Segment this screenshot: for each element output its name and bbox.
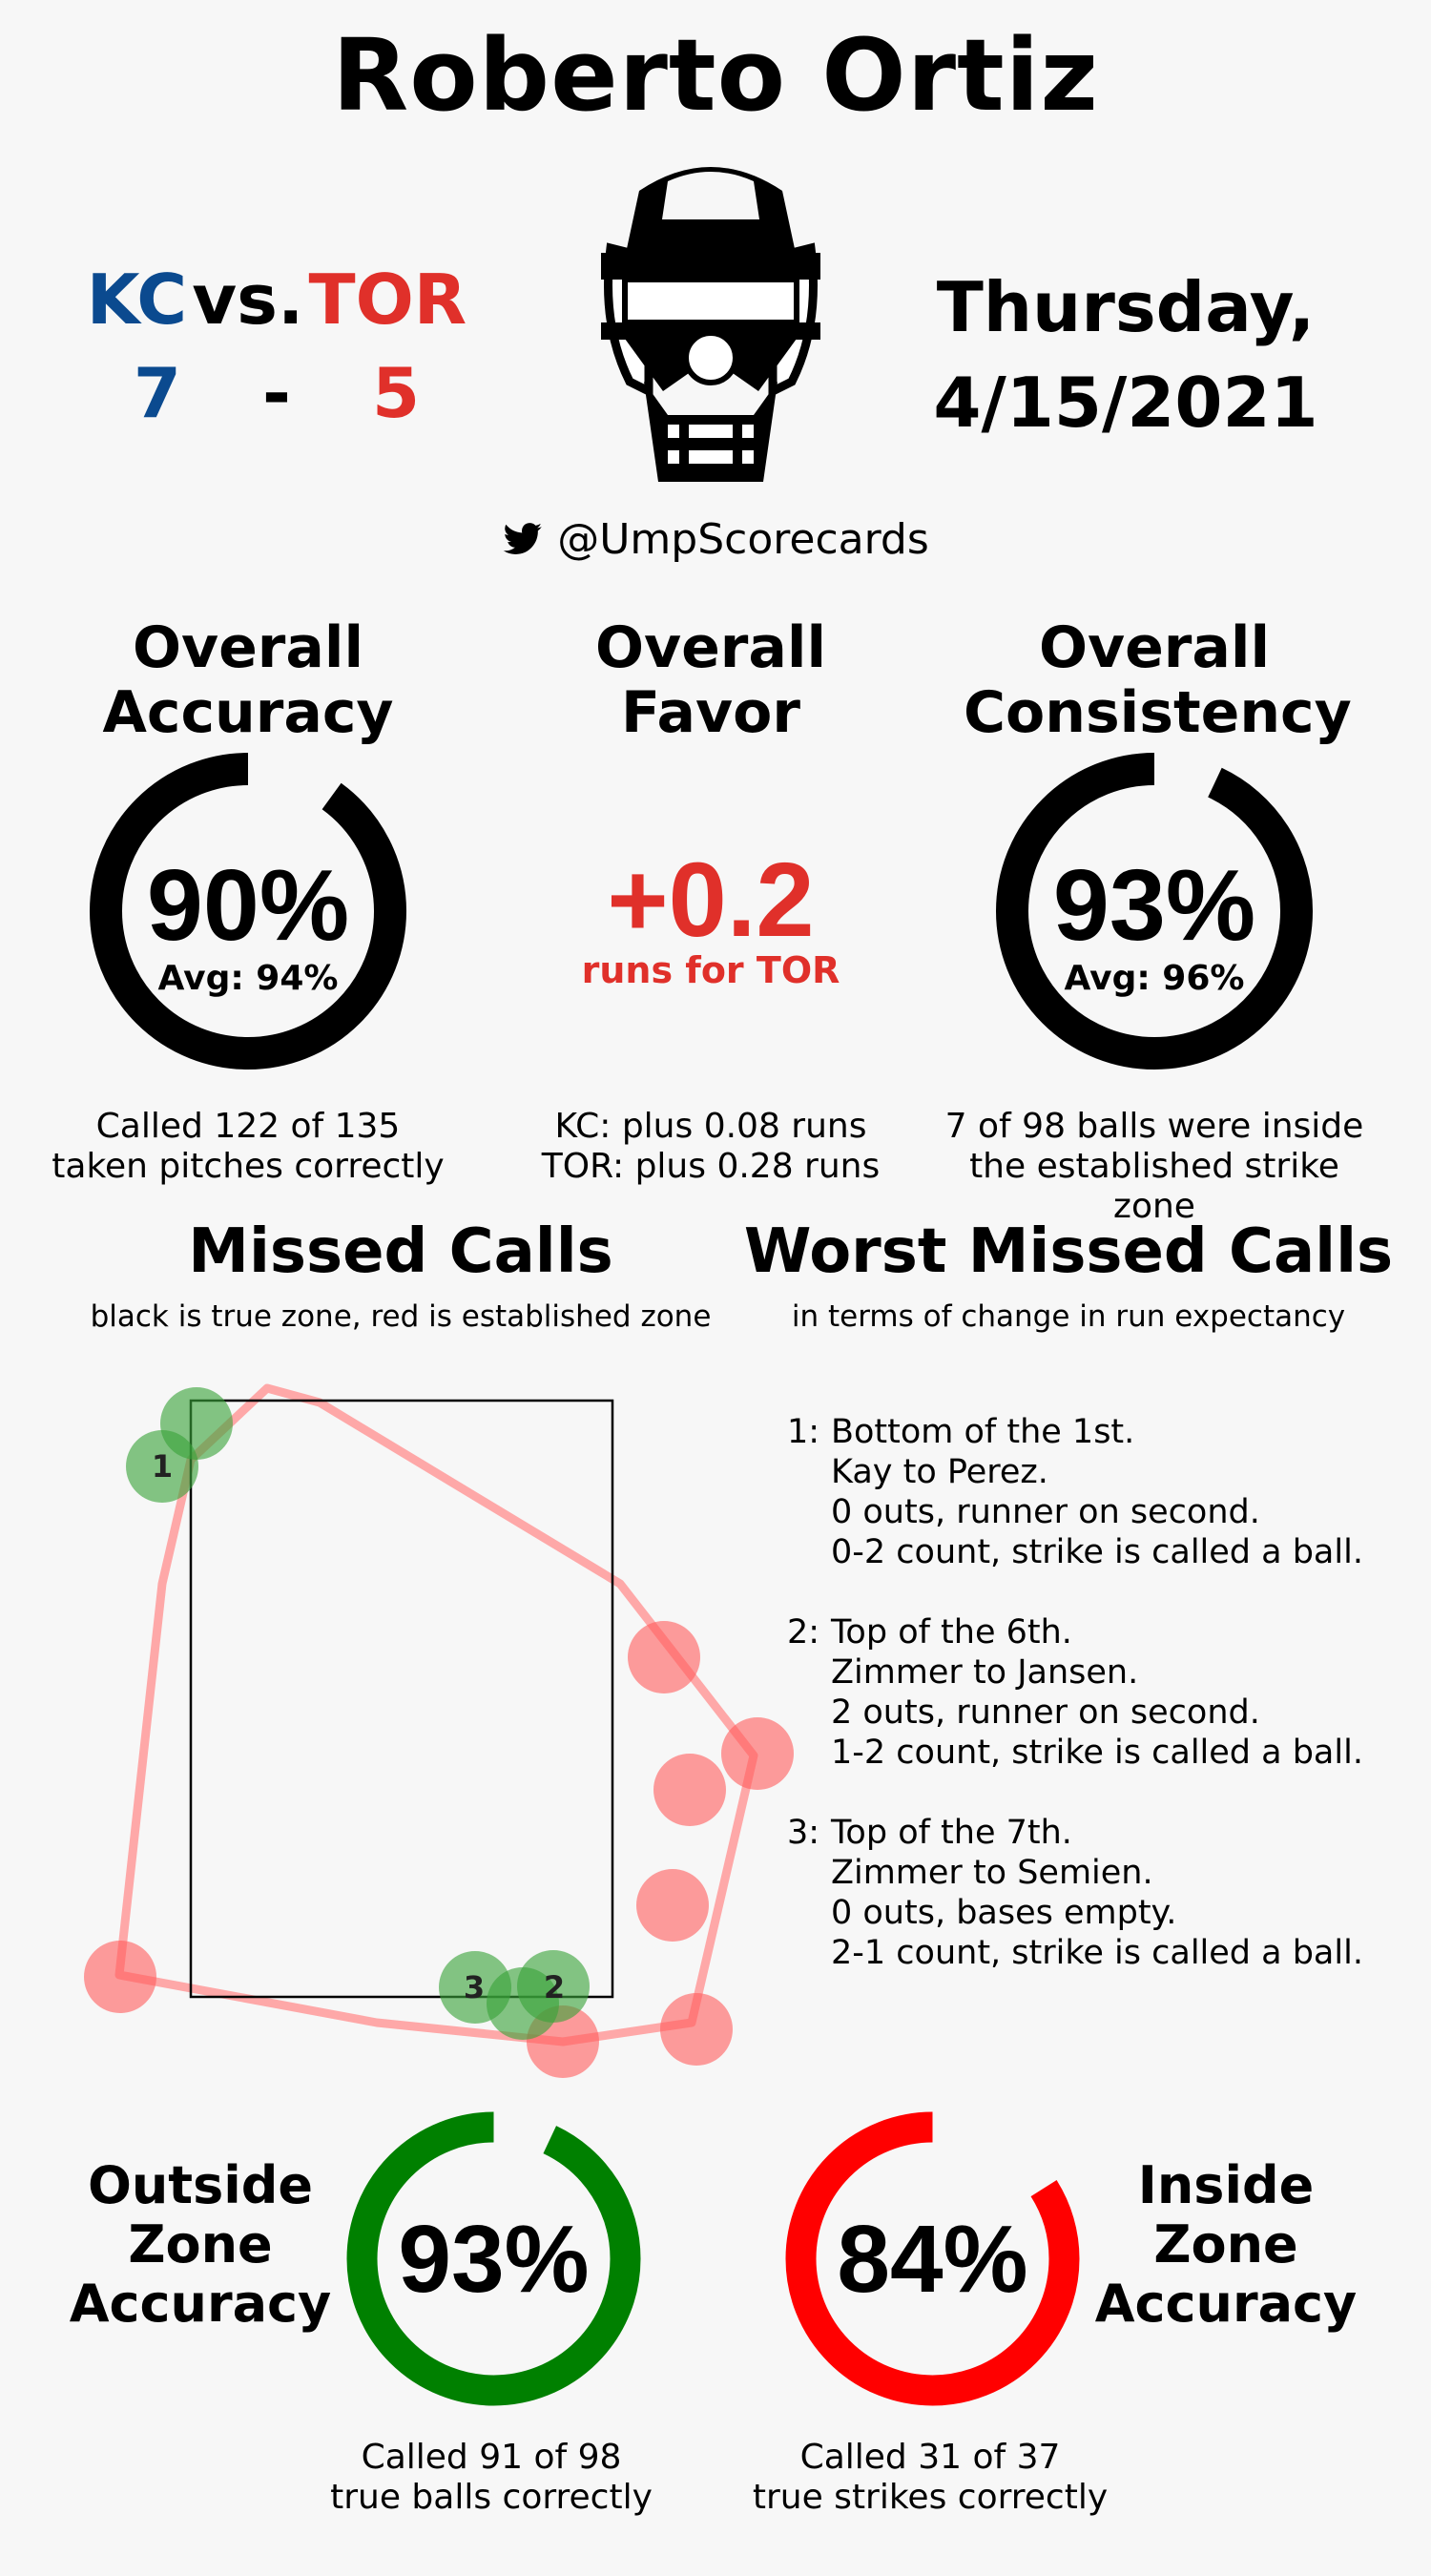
item-number: 2: <box>787 1613 820 1652</box>
worst-missed-list: 1: Bottom of the 1st. Kay to Perez. 0 out… <box>787 1412 1417 2013</box>
worst-missed-item-3: 3: Top of the 7th. Zimmer to Semien. 0 ou… <box>787 1813 1417 1973</box>
inside-zone-caption-line2: true strikes correctly <box>752 2478 1109 2517</box>
item-line: 2 outs, runner on second. <box>831 1693 1260 1732</box>
worst-missed-title: Worst Missed Calls <box>743 1216 1394 1287</box>
inside-zone-title: Inside Zone Accuracy <box>1083 2156 1369 2334</box>
missed-calls-title: Missed Calls <box>188 1216 613 1287</box>
score-dash: - <box>262 353 291 433</box>
home-team: KC <box>86 260 188 340</box>
outside-zone-title: Outside Zone Accuracy <box>57 2156 343 2334</box>
missed-call-marker <box>653 1754 726 1826</box>
favor-value: +0.2 <box>607 841 815 959</box>
handle-text: @UmpScorecards <box>557 515 929 564</box>
item-line: Zimmer to Jansen. <box>831 1653 1139 1692</box>
away-score: 5 <box>372 353 421 433</box>
item-line: 0-2 count, strike is called a ball. <box>831 1533 1363 1571</box>
accuracy-value: 90% <box>147 849 349 962</box>
consistency-avg: Avg: 96% <box>1065 959 1245 998</box>
inside-zone-ring: 84% <box>785 2111 1080 2406</box>
established-zone <box>114 1383 758 2046</box>
worst-missed-subtitle: in terms of change in run expectancy <box>791 1299 1346 1334</box>
umpire-name: Roberto Ortiz <box>332 17 1099 134</box>
date-weekday: Thursday, <box>936 267 1316 347</box>
accuracy-caption-line2: taken pitches correctly <box>52 1147 445 1186</box>
inside-zone-value: 84% <box>837 2206 1027 2313</box>
accuracy-caption: Called 122 of 135 taken pitches correctl… <box>29 1107 467 1187</box>
accuracy-avg: Avg: 94% <box>158 959 339 998</box>
item-number: 1: <box>787 1413 820 1451</box>
accuracy-title-line2: Accuracy <box>102 679 394 746</box>
inside-zone-title-line2: Zone <box>1153 2214 1298 2275</box>
consistency-title-line1: Overall <box>1038 614 1271 681</box>
consistency-caption: 7 of 98 balls were inside the establishe… <box>935 1107 1374 1227</box>
consistency-caption-line2: the established strike zone <box>969 1147 1339 1226</box>
favor-title-line2: Favor <box>621 679 800 746</box>
item-line: 0 outs, bases empty. <box>831 1894 1177 1932</box>
missed-call-label-2: 2 <box>544 1969 565 2005</box>
missed-calls-subtitle: black is true zone, red is established z… <box>90 1299 712 1334</box>
missed-strikes <box>126 1387 590 2040</box>
outside-zone-caption: Called 91 of 98 true balls correctly <box>286 2438 696 2518</box>
inside-zone-title-line3: Accuracy <box>1094 2274 1358 2334</box>
matchup: KC vs. TOR <box>57 260 496 340</box>
home-score: 7 <box>133 353 181 433</box>
umpire-mask-icon <box>601 167 820 482</box>
outside-zone-title-line3: Accuracy <box>69 2274 332 2334</box>
consistency-value: 93% <box>1053 849 1255 962</box>
favor-caption-line2: TOR: plus 0.28 runs <box>541 1147 881 1186</box>
missed-call-label-3: 3 <box>464 1969 485 2005</box>
accuracy-title: Overall Accuracy <box>57 615 439 745</box>
missed-call-marker <box>628 1621 700 1693</box>
item-line: 2-1 count, strike is called a ball. <box>831 1934 1363 1972</box>
worst-missed-item-2: 2: Top of the 6th. Zimmer to Jansen. 2 ou… <box>787 1612 1417 1773</box>
favor-title: Overall Favor <box>520 615 902 745</box>
item-line: 1-2 count, strike is called a ball. <box>831 1734 1363 1772</box>
missed-calls-plot: 1 2 3 <box>84 1383 794 2078</box>
favor-caption: KC: plus 0.08 runs TOR: plus 0.28 runs <box>491 1107 930 1187</box>
inside-zone-caption: Called 31 of 37 true strikes correctly <box>725 2438 1135 2518</box>
inside-zone-caption-line1: Called 31 of 37 <box>799 2438 1061 2477</box>
game-date: Thursday, 4/15/2021 <box>916 260 1336 450</box>
favor-unit: runs for TOR <box>581 949 840 991</box>
item-line: Bottom of the 1st. <box>831 1413 1135 1451</box>
outside-zone-caption-line2: true balls correctly <box>330 2478 653 2517</box>
true-zone <box>189 1399 614 1999</box>
outside-zone-ring: 93% <box>346 2111 641 2406</box>
item-line: Kay to Perez. <box>831 1453 1048 1491</box>
twitter-bird-icon <box>503 523 543 554</box>
item-line: Top of the 7th. <box>831 1814 1072 1852</box>
favor-title-line1: Overall <box>594 614 827 681</box>
away-team: TOR <box>308 260 467 340</box>
item-number: 3: <box>787 1814 820 1852</box>
missed-call-marker <box>517 1950 590 2023</box>
missed-call-marker <box>84 1941 156 2013</box>
outside-zone-title-line1: Outside <box>87 2155 314 2215</box>
consistency-caption-line1: 7 of 98 balls were inside <box>944 1107 1364 1146</box>
item-line: Zimmer to Semien. <box>831 1854 1153 1892</box>
favor-caption-line1: KC: plus 0.08 runs <box>554 1107 867 1146</box>
twitter-handle: @UmpScorecards <box>477 515 954 564</box>
date-value: 4/15/2021 <box>933 363 1318 443</box>
item-line: 0 outs, runner on second. <box>831 1493 1260 1531</box>
vs-label: vs. <box>192 260 304 340</box>
missed-call-marker <box>126 1430 198 1503</box>
accuracy-title-line1: Overall <box>132 614 364 681</box>
score: 7 - 5 <box>57 353 496 433</box>
consistency-title-line2: Consistency <box>964 679 1352 746</box>
accuracy-caption-line1: Called 122 of 135 <box>95 1107 401 1146</box>
accuracy-ring: 90% Avg: 94% <box>90 753 406 1070</box>
outside-zone-title-line2: Zone <box>128 2214 273 2275</box>
consistency-title: Overall Consistency <box>964 614 1352 746</box>
missed-call-marker <box>660 1993 733 2066</box>
outside-zone-value: 93% <box>398 2206 589 2313</box>
item-line: Top of the 6th. <box>831 1613 1072 1652</box>
consistency-ring: 93% Avg: 96% <box>996 753 1313 1070</box>
worst-missed-item-1: 1: Bottom of the 1st. Kay to Perez. 0 out… <box>787 1412 1417 1572</box>
missed-call-marker <box>721 1717 794 1790</box>
missed-call-marker <box>636 1869 709 1942</box>
missed-call-label-1: 1 <box>152 1448 173 1485</box>
inside-zone-title-line1: Inside <box>1137 2155 1315 2215</box>
outside-zone-caption-line1: Called 91 of 98 <box>361 2438 622 2477</box>
